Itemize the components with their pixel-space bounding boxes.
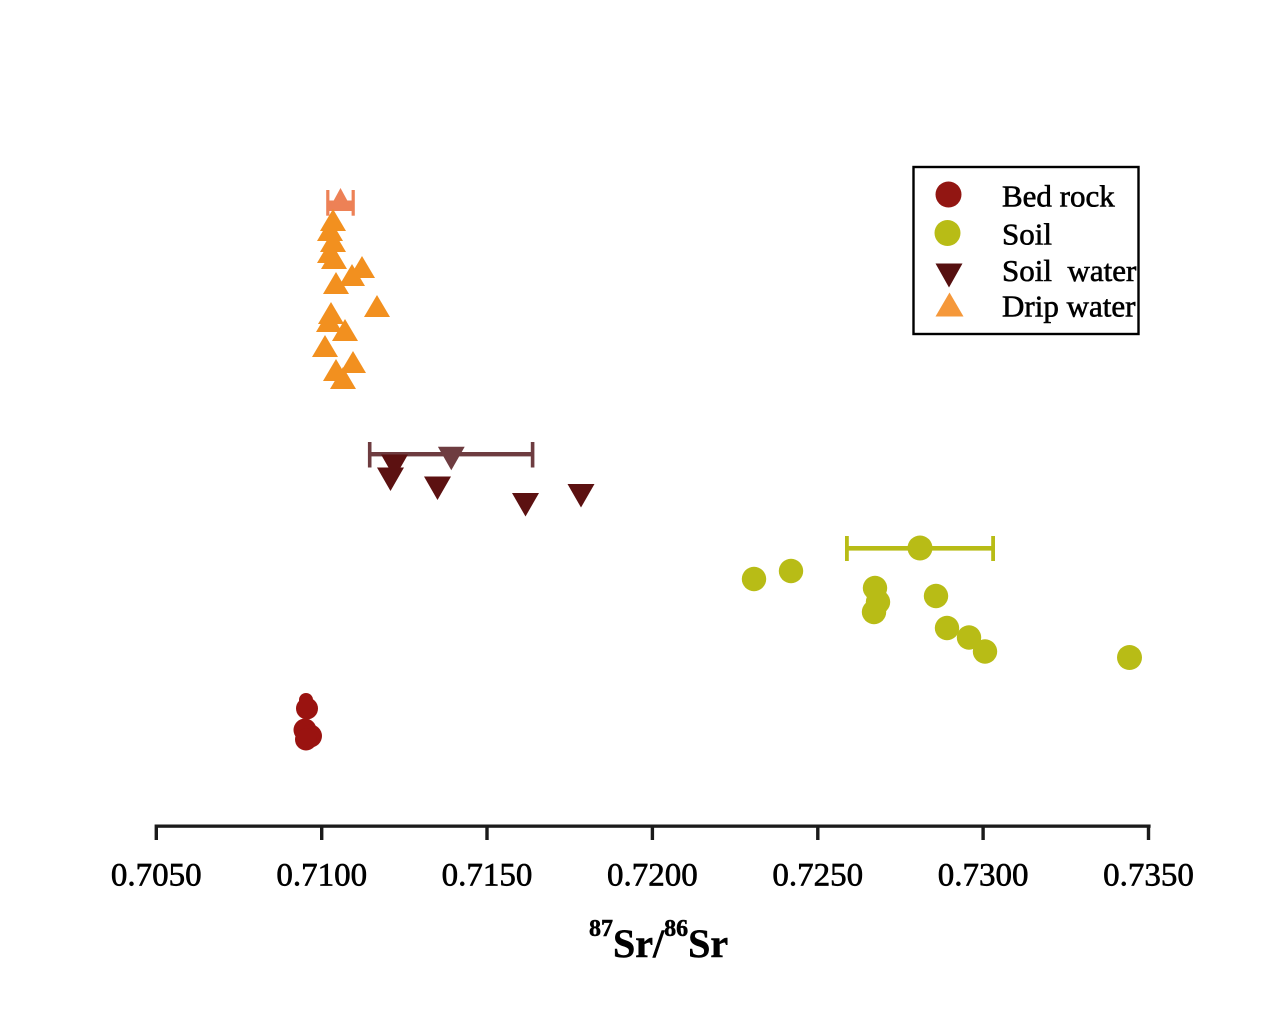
svg-text:87Sr/86Sr: 87Sr/86Sr — [589, 916, 728, 966]
svg-text:0.7100: 0.7100 — [276, 858, 367, 894]
svg-text:0.7250: 0.7250 — [772, 858, 863, 894]
svg-text:Drip water: Drip water — [1002, 289, 1136, 324]
svg-text:0.7300: 0.7300 — [938, 858, 1029, 894]
svg-text:Bed rock: Bed rock — [1002, 179, 1115, 214]
svg-text:0.7050: 0.7050 — [111, 858, 202, 894]
svg-text:Soil: Soil — [1002, 217, 1052, 252]
svg-text:0.7150: 0.7150 — [442, 858, 533, 894]
svg-text:0.7200: 0.7200 — [607, 858, 698, 894]
svg-text:Soil water: Soil water — [1002, 253, 1137, 288]
svg-text:0.7350: 0.7350 — [1103, 858, 1194, 894]
